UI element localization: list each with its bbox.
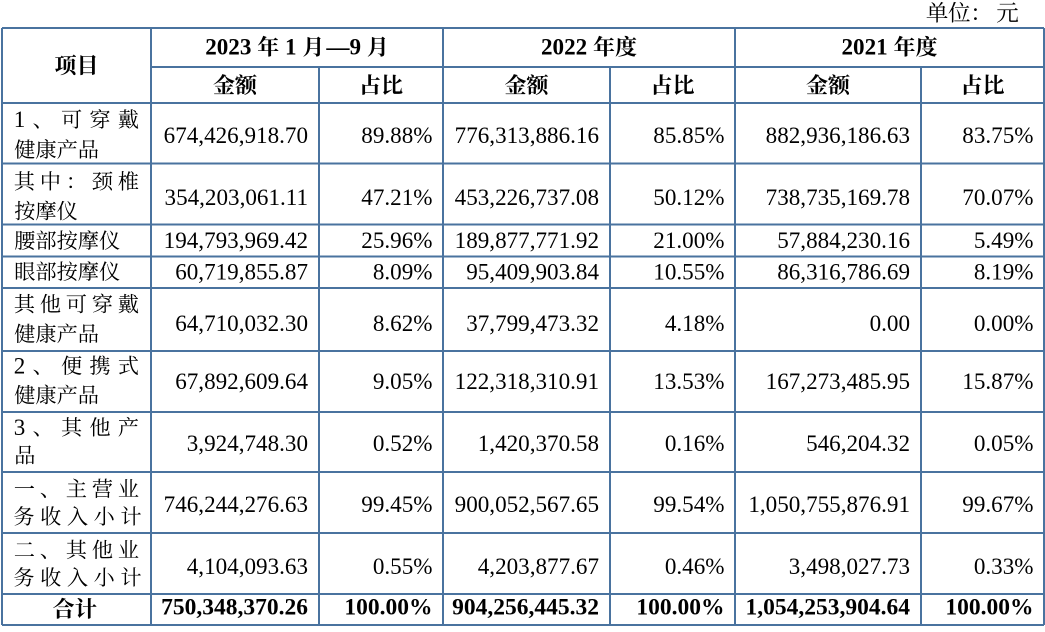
svg-text:746,244,276.63: 746,244,276.63 [164, 491, 308, 517]
svg-text:0.05%: 0.05% [974, 430, 1034, 456]
svg-text:882,936,186.63: 882,936,186.63 [766, 122, 910, 148]
svg-text:2021: 2021 [842, 34, 888, 60]
svg-text:25.96%: 25.96% [361, 227, 432, 253]
svg-text:8.09%: 8.09% [373, 258, 433, 284]
svg-text:100.00%: 100.00% [945, 595, 1033, 621]
svg-text:8.62%: 8.62% [373, 310, 433, 336]
svg-text:83.75%: 83.75% [962, 122, 1033, 148]
svg-text:0.16%: 0.16% [665, 430, 725, 456]
svg-text:99.45%: 99.45% [361, 491, 432, 517]
svg-text:1,050,755,876.91: 1,050,755,876.91 [748, 491, 910, 517]
svg-text:70.07%: 70.07% [962, 184, 1033, 210]
svg-text:64,710,032.30: 64,710,032.30 [175, 310, 308, 336]
svg-text:3: 3 [14, 414, 26, 440]
svg-text:85.85%: 85.85% [653, 122, 724, 148]
svg-text:1,054,253,904.64: 1,054,253,904.64 [746, 595, 911, 621]
svg-text:2022: 2022 [541, 34, 587, 60]
svg-text:738,735,169.78: 738,735,169.78 [766, 184, 910, 210]
svg-text:60,719,855.87: 60,719,855.87 [175, 258, 308, 284]
svg-text:10.55%: 10.55% [653, 258, 724, 284]
svg-text:15.87%: 15.87% [962, 368, 1033, 394]
svg-text:89.88%: 89.88% [361, 122, 432, 148]
svg-text:99.54%: 99.54% [653, 491, 724, 517]
svg-text:1,420,370.58: 1,420,370.58 [478, 430, 599, 456]
svg-text:194,793,969.42: 194,793,969.42 [164, 227, 308, 253]
svg-text:0.55%: 0.55% [373, 553, 433, 579]
svg-text:0.52%: 0.52% [373, 430, 433, 456]
svg-text:1: 1 [285, 34, 297, 60]
svg-text:3,498,027.73: 3,498,027.73 [789, 553, 910, 579]
svg-text:100.00%: 100.00% [636, 595, 724, 621]
svg-text:0.00%: 0.00% [974, 310, 1034, 336]
svg-text:9.05%: 9.05% [373, 368, 433, 394]
svg-text:5.49%: 5.49% [974, 227, 1034, 253]
svg-text:1: 1 [14, 106, 26, 132]
svg-text:50.12%: 50.12% [653, 184, 724, 210]
svg-text:546,204.32: 546,204.32 [806, 430, 910, 456]
svg-text:13.53%: 13.53% [653, 368, 724, 394]
svg-text:750,348,370.26: 750,348,370.26 [161, 595, 308, 621]
svg-text:2: 2 [14, 352, 26, 378]
svg-text:100.00%: 100.00% [344, 595, 432, 621]
svg-text:900,052,567.65: 900,052,567.65 [455, 491, 599, 517]
svg-text:86,316,786.69: 86,316,786.69 [777, 258, 910, 284]
svg-text:167,273,485.95: 167,273,485.95 [766, 368, 910, 394]
svg-text:904,256,445.32: 904,256,445.32 [452, 595, 599, 621]
svg-text:3,924,748.30: 3,924,748.30 [187, 430, 308, 456]
svg-text:0.00: 0.00 [870, 310, 910, 336]
svg-text:—9: —9 [325, 34, 361, 60]
svg-text:57,884,230.16: 57,884,230.16 [777, 227, 910, 253]
svg-text:37,799,473.32: 37,799,473.32 [466, 310, 599, 336]
svg-text:776,313,886.16: 776,313,886.16 [455, 122, 599, 148]
svg-text:21.00%: 21.00% [653, 227, 724, 253]
svg-text:4,203,877.67: 4,203,877.67 [478, 553, 599, 579]
svg-text:0.33%: 0.33% [974, 553, 1034, 579]
svg-text:354,203,061.11: 354,203,061.11 [165, 184, 308, 210]
svg-text:453,226,737.08: 453,226,737.08 [455, 184, 599, 210]
svg-text:0.46%: 0.46% [665, 553, 725, 579]
svg-text:2023: 2023 [205, 34, 251, 60]
svg-text:67,892,609.64: 67,892,609.64 [175, 368, 308, 394]
svg-text:47.21%: 47.21% [361, 184, 432, 210]
svg-text:4,104,093.63: 4,104,093.63 [187, 553, 308, 579]
svg-text:674,426,918.70: 674,426,918.70 [164, 122, 308, 148]
svg-text:8.19%: 8.19% [974, 258, 1034, 284]
svg-text:95,409,903.84: 95,409,903.84 [466, 258, 599, 284]
svg-text:99.67%: 99.67% [962, 491, 1033, 517]
svg-text:4.18%: 4.18% [665, 310, 725, 336]
svg-text:122,318,310.91: 122,318,310.91 [455, 368, 599, 394]
svg-text:189,877,771.92: 189,877,771.92 [455, 227, 599, 253]
